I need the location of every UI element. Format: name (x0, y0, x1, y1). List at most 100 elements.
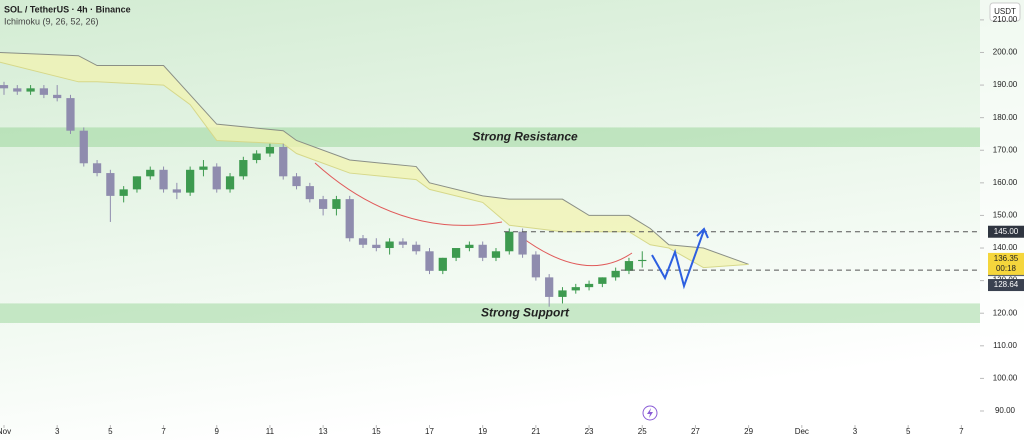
cloud-upper (0, 51, 749, 265)
y-tick-label: 110.00 (993, 341, 1017, 350)
last-price-tag (988, 252, 1024, 275)
candle-body (358, 238, 368, 245)
x-tick-label: 23 (585, 427, 594, 436)
currency-label: USDT (994, 7, 1016, 16)
marker-price-label: 128.64 (994, 280, 1019, 289)
zone (0, 303, 980, 323)
curve-drawing (314, 162, 503, 226)
zone-text: Strong Resistance (472, 129, 578, 143)
candle-body (318, 199, 328, 209)
candle-body (119, 189, 128, 196)
level-tag (988, 225, 1024, 238)
cloud-lower (0, 61, 749, 269)
candle-body (239, 160, 248, 177)
x-tick-label: 17 (425, 427, 434, 436)
candle-body (451, 248, 461, 258)
last-price-label: 136.35 (994, 254, 1019, 263)
indicator-label: Ichimoku (9, 26, 52, 26) (4, 16, 99, 26)
candle-body (159, 169, 168, 190)
x-tick-label: Dec (795, 427, 809, 436)
currency-button[interactable] (989, 2, 1021, 22)
candle-body (0, 85, 9, 89)
x-tick-label: 9 (215, 427, 220, 436)
y-tick-label: 150.00 (993, 211, 1018, 220)
candle-body (465, 244, 474, 249)
projection-arrow (651, 227, 709, 290)
x-tick-label: 27 (691, 427, 700, 436)
y-tick-label: 200.00 (993, 48, 1018, 57)
y-tick-label: 170.00 (993, 145, 1018, 154)
candle-body (13, 88, 22, 92)
y-tick-label: 210.00 (993, 15, 1018, 24)
countdown-label: 00:18 (996, 264, 1017, 273)
curve-drawing (519, 235, 633, 267)
candle-body (584, 283, 594, 288)
candle-body (332, 199, 341, 209)
x-tick-label: 7 (959, 427, 964, 436)
candle-body (531, 254, 540, 278)
candle-body (199, 166, 208, 170)
candle-body (39, 88, 49, 95)
candle-body (186, 169, 195, 193)
candle-body (412, 244, 421, 252)
candle-body (611, 270, 620, 278)
x-tick-label: 5 (906, 427, 911, 436)
candle-body (212, 166, 221, 190)
x-tick-label: 13 (319, 427, 328, 436)
candle-body (558, 290, 567, 297)
candle-body (225, 176, 235, 190)
candle-body (265, 146, 275, 154)
candle-body (438, 257, 447, 271)
candle-body (624, 261, 634, 271)
candle-body (26, 88, 35, 92)
price-axis (980, 0, 1024, 440)
y-tick-label: 190.00 (993, 80, 1018, 89)
marker-price-tag (988, 279, 1024, 292)
x-tick-label: 5 (108, 427, 113, 436)
x-tick-label: 25 (638, 427, 647, 436)
candle-body (79, 130, 88, 164)
candle-body (505, 231, 514, 252)
candle-body (172, 189, 181, 193)
cloud-fill (0, 52, 749, 268)
y-tick-label: 90.00 (995, 406, 1016, 415)
candle-body (66, 98, 75, 131)
x-tick-label: Nov (0, 427, 11, 436)
candle-body (53, 94, 62, 99)
x-tick-label: 3 (853, 427, 858, 436)
candle-body (425, 251, 434, 271)
y-tick-label: 160.00 (993, 178, 1018, 187)
y-tick-label: 180.00 (993, 113, 1018, 122)
candle-body (345, 199, 354, 239)
candle-body (598, 277, 607, 284)
candle-body (252, 153, 261, 161)
y-tick-label: 140.00 (993, 243, 1018, 252)
x-tick-label: 3 (55, 427, 60, 436)
candle-body (571, 287, 580, 291)
candle-body (545, 277, 554, 297)
candle-body (292, 176, 301, 187)
candle-body (92, 163, 102, 174)
y-tick-label: 120.00 (993, 308, 1018, 317)
candle-body (638, 259, 647, 262)
candle-body (106, 173, 115, 196)
candle-body (478, 244, 487, 258)
x-tick-label: 21 (531, 427, 540, 436)
candle-body (491, 251, 501, 258)
x-tick-label: 7 (161, 427, 166, 436)
x-tick-label: 15 (372, 427, 381, 436)
candle-body (132, 176, 142, 190)
candle-body (372, 244, 381, 249)
y-tick-label: 100.00 (993, 374, 1018, 383)
candle-body (385, 241, 394, 249)
candle-body (279, 146, 288, 177)
candle-body (518, 231, 527, 255)
candle-body (146, 169, 155, 177)
level-label: 145.00 (994, 227, 1019, 236)
x-tick-label: 29 (744, 427, 753, 436)
candle-body (305, 186, 314, 200)
x-tick-label: 19 (478, 427, 487, 436)
event-icon-bolt (647, 408, 653, 418)
